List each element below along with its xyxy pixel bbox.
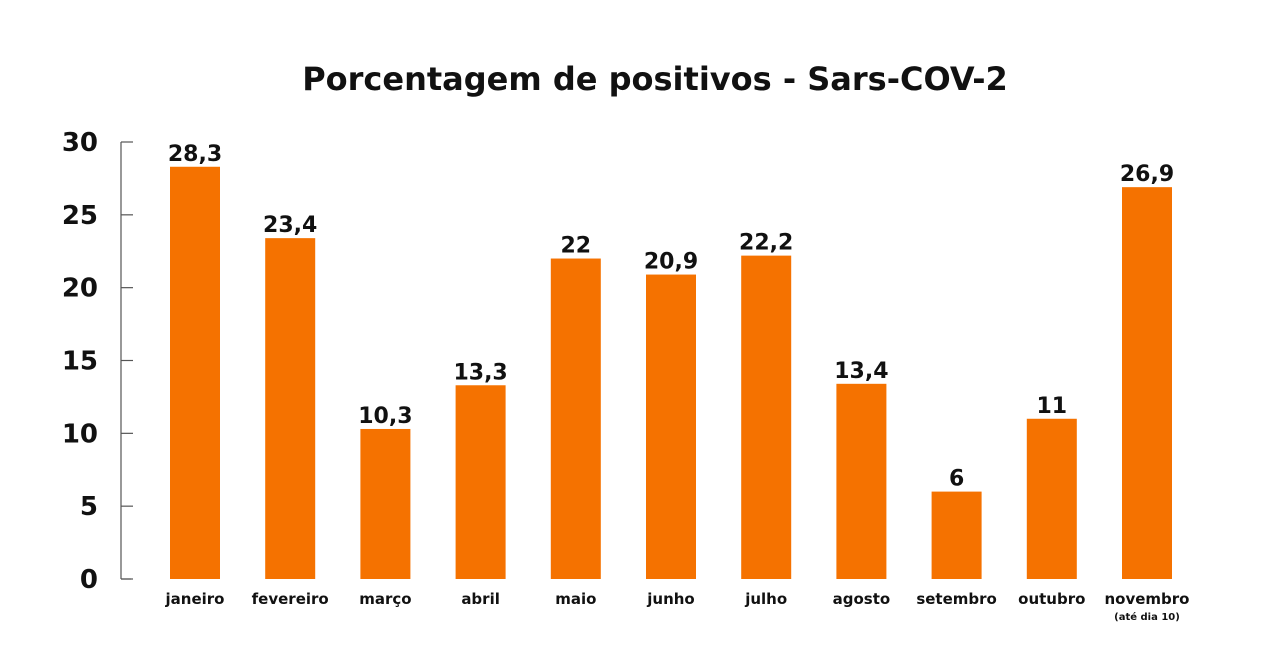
y-axis: 0 5 10 15 20 25 30 [62,128,133,595]
x-tick-label: fevereiro [252,590,329,608]
data-label: 28,3 [168,142,222,167]
bar-fevereiro [265,238,316,579]
x-tick-label: setembro [916,590,997,608]
data-label: 6 [949,467,964,492]
bar-março [360,428,411,579]
chart-title: Porcentagem de positivos - Sars-COV-2 [302,60,1008,98]
y-tick-label: 5 [80,492,98,522]
bar-setembro [931,491,982,579]
x-tick-label: agosto [833,590,891,608]
x-tick-label: abril [461,590,500,608]
y-tick-label: 20 [62,274,98,304]
data-label: 13,3 [453,360,507,385]
data-label: 23,4 [263,213,317,238]
y-tick-label: 0 [80,565,98,595]
y-tick-label: 15 [62,347,98,377]
data-label: 13,4 [834,359,888,384]
data-label: 11 [1036,394,1067,419]
bar-abril [455,385,506,579]
x-tick-label: março [359,590,411,608]
bars [170,166,1172,579]
labels: 28,3 janeiro 23,4 fevereiro 10,3 março 13,3 abr… [165,142,1190,623]
data-label: 22 [560,234,591,259]
bar-agosto [836,383,887,579]
bar-junho [646,274,696,579]
x-tick-label: novembro [1104,590,1189,608]
x-tick-label: maio [555,590,596,608]
bar-julho [741,255,792,579]
x-tick-label: junho [646,590,694,608]
data-label: 20,9 [644,250,698,275]
x-tick-label: outubro [1018,590,1085,608]
x-tick-label: julho [744,590,787,608]
data-label: 22,2 [739,231,793,256]
y-tick-label: 25 [62,201,98,231]
y-tick-label: 30 [62,128,98,158]
data-label: 10,3 [358,404,412,429]
x-tick-label: janeiro [165,590,225,608]
data-label: 26,9 [1120,162,1174,187]
y-tick-label: 10 [62,419,98,449]
bar-outubro [1026,418,1077,579]
bar-janeiro [170,166,220,579]
bar-maio [550,258,601,579]
bar-novembro [1122,187,1172,579]
x-tick-note: (até dia 10) [1114,611,1180,623]
